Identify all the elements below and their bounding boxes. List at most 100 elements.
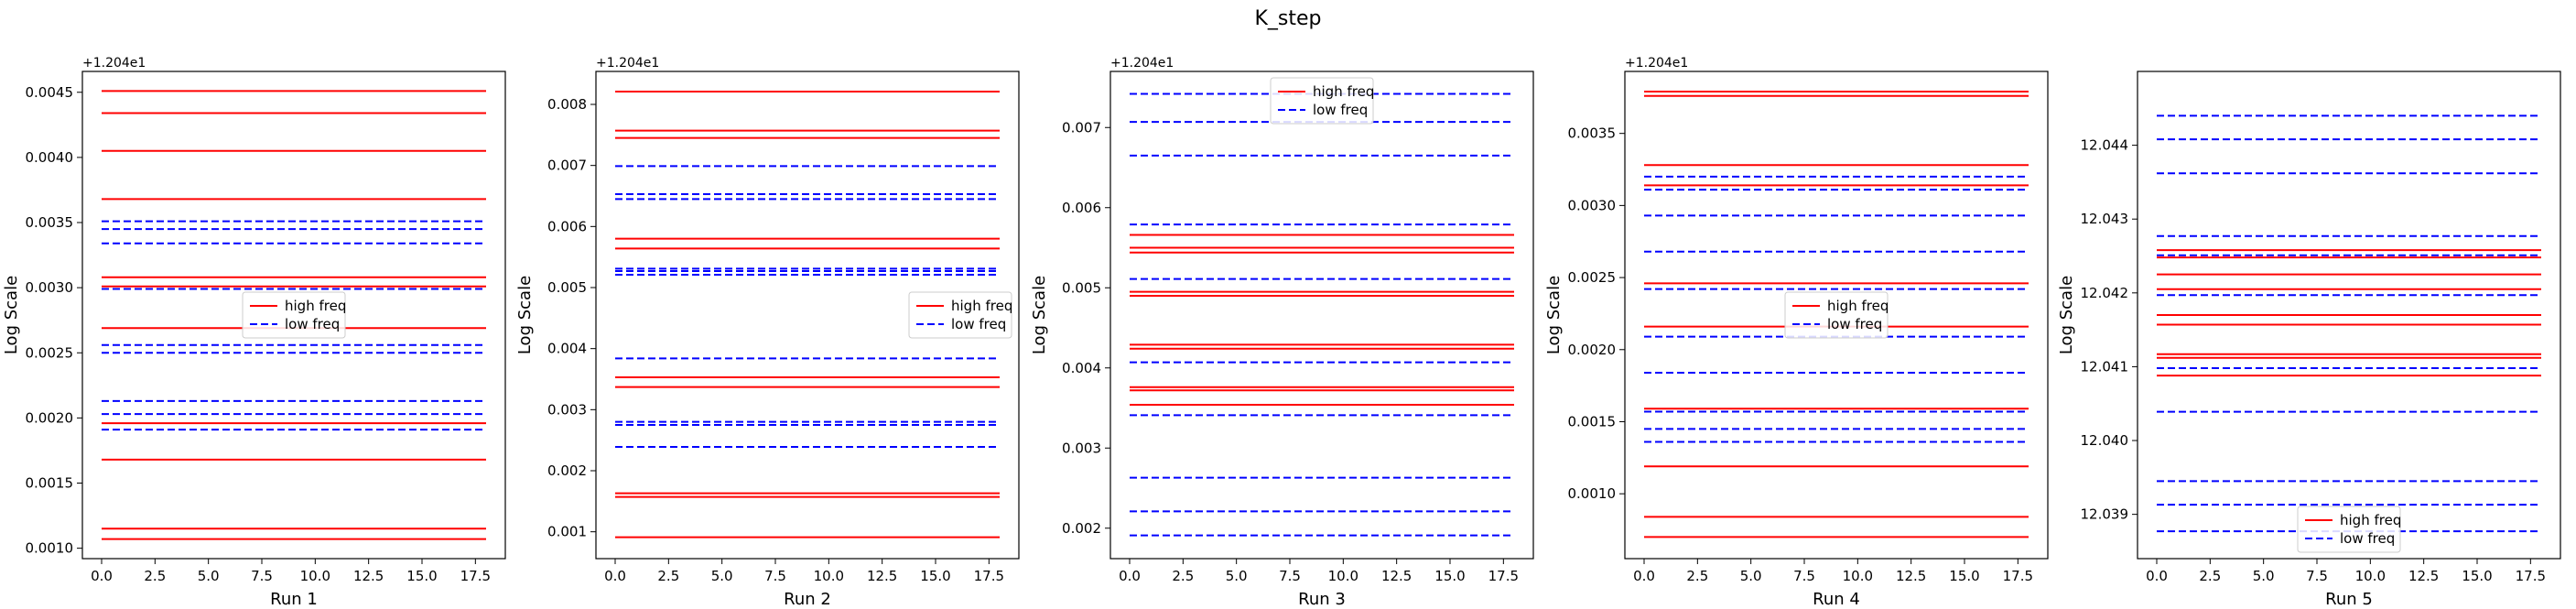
legend: high freq low freq: [1784, 291, 1889, 339]
x-axis-label: Run 1: [270, 590, 318, 609]
subplot-grid: 0.0 2.5 5.0 7.5 10.0 12.5 15.0 17.50.00100.0015…: [2, 56, 2561, 609]
legend-box: [1270, 77, 1374, 125]
x-axis-label: Run 5: [2325, 590, 2373, 609]
x-tick-label: 17.5: [2516, 568, 2546, 584]
x-tick-label: 12.5: [867, 568, 897, 584]
y-axis-label: Log Scale: [1544, 276, 1564, 354]
y-axis-label: Log Scale: [1030, 276, 1049, 354]
y-axis-label: Log Scale: [515, 276, 535, 354]
y-tick-label: 0.0030: [26, 279, 74, 296]
y-tick-label: 0.003: [1062, 440, 1101, 456]
x-tick-label: 7.5: [764, 568, 786, 584]
y-tick-label: 0.0035: [1568, 125, 1617, 142]
y-tick-label: 0.007: [547, 158, 587, 174]
axes-frame: [1624, 71, 2049, 560]
legend-high-freq-label: high freq: [285, 298, 346, 314]
x-tick-label: 15.0: [406, 568, 437, 584]
x-tick-label: 2.5: [657, 568, 679, 584]
x-tick-label: 15.0: [1434, 568, 1465, 584]
x-tick-label: 0.0: [604, 568, 626, 584]
legend-low-freq-label: low freq: [951, 316, 1006, 332]
x-tick-label: 17.5: [974, 568, 1004, 584]
x-tick-label: 10.0: [2355, 568, 2386, 584]
x-tick-label: 12.5: [353, 568, 384, 584]
y-offset-text: +1.204e1: [1625, 56, 1688, 71]
x-tick-label: 10.0: [814, 568, 844, 584]
x-tick-label: 2.5: [1172, 568, 1194, 584]
x-tick-label: 7.5: [251, 568, 273, 584]
y-axis-label: Log Scale: [2, 276, 21, 354]
y-tick-label: 0.004: [547, 341, 587, 357]
y-offset-text: +1.204e1: [596, 56, 659, 71]
axes-frame: [595, 71, 1020, 560]
y-tick-label: 0.0025: [1568, 269, 1617, 286]
y-tick-label: 12.040: [2081, 432, 2129, 449]
legend-box: [242, 291, 346, 339]
y-tick-label: 0.0010: [26, 540, 74, 557]
x-tick-label: 0.0: [1633, 568, 1655, 584]
subplot-5: 0.0 2.5 5.0 7.5 10.0 12.5 15.0 17.5 12.039 12.040…: [2057, 71, 2561, 609]
y-tick-label: 0.0025: [26, 344, 74, 361]
x-tick-label: 10.0: [300, 568, 330, 584]
y-offset-text: +1.204e1: [1110, 56, 1174, 71]
x-tick-label: 2.5: [2199, 568, 2221, 584]
x-tick-label: 15.0: [920, 568, 950, 584]
legend-box: [2297, 506, 2401, 553]
legend-low-freq-label: low freq: [285, 316, 340, 332]
x-axis-label: Run 2: [784, 590, 831, 609]
y-tick-label: 12.043: [2081, 211, 2129, 227]
x-tick-label: 5.0: [711, 568, 733, 584]
x-axis-label: Run 3: [1298, 590, 1346, 609]
y-tick-label: 0.006: [1062, 200, 1101, 216]
legend-box: [908, 291, 1012, 339]
x-tick-label: 10.0: [1328, 568, 1358, 584]
legend-low-freq-label: low freq: [2340, 530, 2395, 547]
x-tick-label: 17.5: [460, 568, 491, 584]
y-tick-label: 0.0020: [1568, 342, 1617, 358]
y-tick-label: 0.0015: [26, 474, 74, 491]
y-tick-label: 0.001: [547, 524, 587, 540]
x-tick-label: 0.0: [1119, 568, 1141, 584]
x-tick-label: 2.5: [144, 568, 166, 584]
y-tick-label: 0.005: [1062, 279, 1101, 296]
subplot-3: 0.0 2.5 5.0 7.5 10.0 12.5 15.0 17.5 0.002 0.003 0.…: [1030, 56, 1534, 609]
axes-frame: [2137, 71, 2561, 560]
legend: high freq low freq: [1270, 77, 1374, 125]
y-tick-label: 0.0030: [1568, 197, 1617, 213]
y-tick-label: 0.0010: [1568, 485, 1617, 502]
legend-high-freq-label: high freq: [951, 298, 1012, 314]
y-tick-label: 0.002: [547, 462, 587, 479]
y-tick-label: 0.003: [547, 401, 587, 418]
x-tick-label: 2.5: [1686, 568, 1708, 584]
x-tick-label: 5.0: [1226, 568, 1248, 584]
x-tick-label: 5.0: [1740, 568, 1762, 584]
legend-high-freq-label: high freq: [2340, 512, 2401, 528]
x-axis-label: Run 4: [1813, 590, 1860, 609]
y-tick-label: 0.002: [1062, 520, 1101, 537]
subplot-2: 0.0 2.5 5.0 7.5 10.0 12.5 15.0 17.5 0.001 0.002 0.…: [515, 56, 1020, 609]
y-tick-label: 12.041: [2081, 358, 2129, 375]
y-tick-label: 0.004: [1062, 360, 1101, 376]
x-tick-label: 7.5: [1279, 568, 1301, 584]
x-tick-label: 15.0: [1949, 568, 1979, 584]
y-tick-label: 0.005: [547, 279, 587, 296]
legend-high-freq-label: high freq: [1827, 298, 1889, 314]
axes-frame: [1109, 71, 1534, 560]
y-tick-label: 12.044: [2081, 137, 2129, 154]
x-tick-label: 5.0: [198, 568, 220, 584]
x-tick-label: 0.0: [91, 568, 113, 584]
x-tick-label: 12.5: [2408, 568, 2439, 584]
x-tick-label: 7.5: [2306, 568, 2328, 584]
x-tick-label: 10.0: [1843, 568, 1873, 584]
y-tick-label: 12.042: [2081, 285, 2129, 301]
x-tick-label: 0.0: [2146, 568, 2168, 584]
y-tick-label: 0.006: [547, 218, 587, 234]
x-tick-label: 17.5: [1488, 568, 1519, 584]
x-tick-label: 15.0: [2462, 568, 2492, 584]
figure-title: K_step: [1254, 7, 1321, 30]
y-tick-label: 0.0040: [26, 149, 74, 166]
axes-frame: [81, 71, 506, 560]
y-tick-label: 0.0035: [26, 214, 74, 231]
y-axis-label: Log Scale: [2057, 276, 2076, 354]
